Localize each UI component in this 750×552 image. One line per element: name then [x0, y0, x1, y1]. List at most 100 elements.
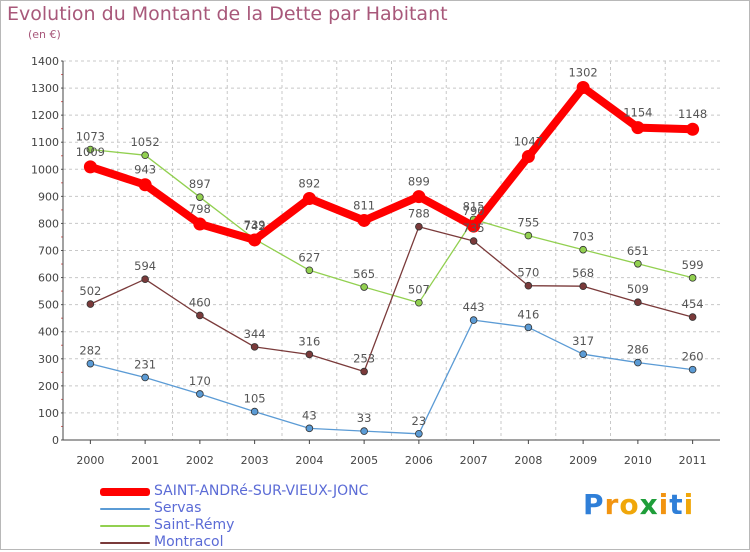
data-label: 1052: [130, 135, 159, 149]
data-label: 253: [353, 352, 375, 366]
y-tick-label: 1100: [31, 136, 59, 149]
data-label: 1154: [623, 106, 652, 120]
data-label: 811: [353, 198, 375, 212]
data-label: 815: [463, 199, 485, 213]
y-tick-label: 1300: [31, 82, 59, 95]
data-point: [415, 298, 423, 307]
chart-unit-label: (en €): [28, 28, 61, 41]
x-tick-label: 2009: [569, 454, 597, 467]
data-label: 798: [189, 202, 211, 216]
data-point: [305, 424, 314, 433]
legend-label-montracol: Montracol: [154, 534, 224, 550]
data-point: [524, 323, 533, 332]
data-point: [467, 219, 481, 233]
data-label: 316: [298, 334, 320, 348]
y-tick-label: 1200: [31, 109, 59, 122]
series-group: [83, 81, 700, 438]
data-point: [412, 190, 426, 204]
data-label: 899: [408, 175, 430, 189]
data-label: 231: [134, 357, 156, 371]
y-tick-label: 700: [38, 245, 59, 258]
series-line-0: [86, 83, 697, 244]
data-point: [576, 81, 590, 95]
data-point: [469, 316, 478, 324]
data-point: [634, 298, 642, 307]
proxiti-logo: Proxiti: [583, 488, 694, 521]
legend-label-servas: Servas: [154, 500, 202, 516]
data-label: 735: [463, 221, 485, 235]
data-label: 565: [353, 267, 375, 281]
data-label: 651: [627, 244, 649, 258]
data-label: 1302: [568, 66, 597, 80]
x-tick-label: 2003: [241, 454, 269, 467]
data-label: 282: [79, 344, 101, 358]
data-point: [686, 122, 700, 136]
data-point: [688, 274, 697, 282]
y-tick-label: 0: [52, 434, 59, 447]
y-tick-label: 100: [38, 407, 59, 420]
data-point: [521, 150, 535, 164]
data-point: [138, 178, 152, 192]
data-labels: 282 231 170 105 43 33 23 443 416 317 286 260 1073 105…: [76, 66, 708, 428]
x-tick-label: 2010: [624, 454, 652, 467]
data-point: [360, 283, 368, 291]
y-tick-label: 1000: [31, 163, 59, 176]
logo-letter: r: [604, 488, 620, 521]
data-point: [196, 311, 204, 320]
chart-title: Evolution du Montant de la Dette par Hab…: [7, 3, 448, 25]
data-label: 790: [463, 204, 485, 218]
y-tick-label: 1400: [31, 55, 59, 68]
data-point: [196, 193, 204, 201]
logo-letter: o: [619, 488, 640, 521]
data-label: 344: [244, 327, 266, 341]
data-label: 594: [134, 259, 156, 273]
logo-letter: P: [583, 488, 605, 521]
data-label: 509: [627, 282, 649, 296]
y-tick-label: 600: [38, 272, 59, 285]
data-label: 627: [298, 250, 320, 264]
data-point: [579, 350, 587, 358]
data-point: [634, 358, 642, 367]
legend-swatch-saint-remy: [100, 525, 150, 527]
data-label: 170: [189, 374, 211, 388]
x-tick-label: 2008: [514, 454, 542, 467]
data-label: 460: [189, 295, 211, 309]
legend-swatch-servas: [100, 508, 150, 510]
data-label: 892: [298, 177, 320, 191]
x-tick-label: 2005: [350, 454, 378, 467]
data-label: 739: [244, 218, 266, 232]
data-point: [631, 121, 645, 135]
data-label: 260: [682, 350, 704, 364]
data-point: [579, 245, 587, 254]
data-label: 317: [572, 334, 594, 348]
logo-letter: x: [639, 488, 659, 521]
data-point: [141, 275, 149, 283]
data-label: 286: [627, 343, 649, 357]
data-label: 742: [244, 219, 266, 233]
legend-swatch-montracol: [100, 542, 150, 544]
y-tick-label: 300: [38, 353, 59, 366]
x-tick-label: 2006: [405, 454, 433, 467]
data-point: [250, 407, 259, 416]
data-point: [86, 359, 95, 368]
data-point: [524, 231, 533, 240]
logo-letter: t: [669, 488, 684, 521]
series-line-2: [89, 148, 694, 304]
y-tick-label: 200: [38, 380, 59, 393]
data-label: 897: [189, 177, 211, 191]
axes: 0 100 200 300 400 500 600 700 800 900 1000 1100 1200…: [31, 55, 720, 467]
data-point: [248, 233, 262, 247]
x-tick-label: 2011: [679, 454, 707, 467]
data-point: [305, 266, 314, 275]
y-tick-label: 800: [38, 217, 59, 230]
data-point: [193, 217, 207, 231]
data-point: [83, 160, 97, 174]
data-label: 788: [408, 207, 430, 221]
series-line-1: [89, 319, 694, 435]
data-point: [469, 237, 478, 245]
legend-label-saint-remy: Saint-Rémy: [154, 517, 235, 533]
data-label: 443: [463, 300, 485, 314]
data-label: 703: [572, 230, 594, 244]
logo-letter: i: [658, 488, 670, 521]
